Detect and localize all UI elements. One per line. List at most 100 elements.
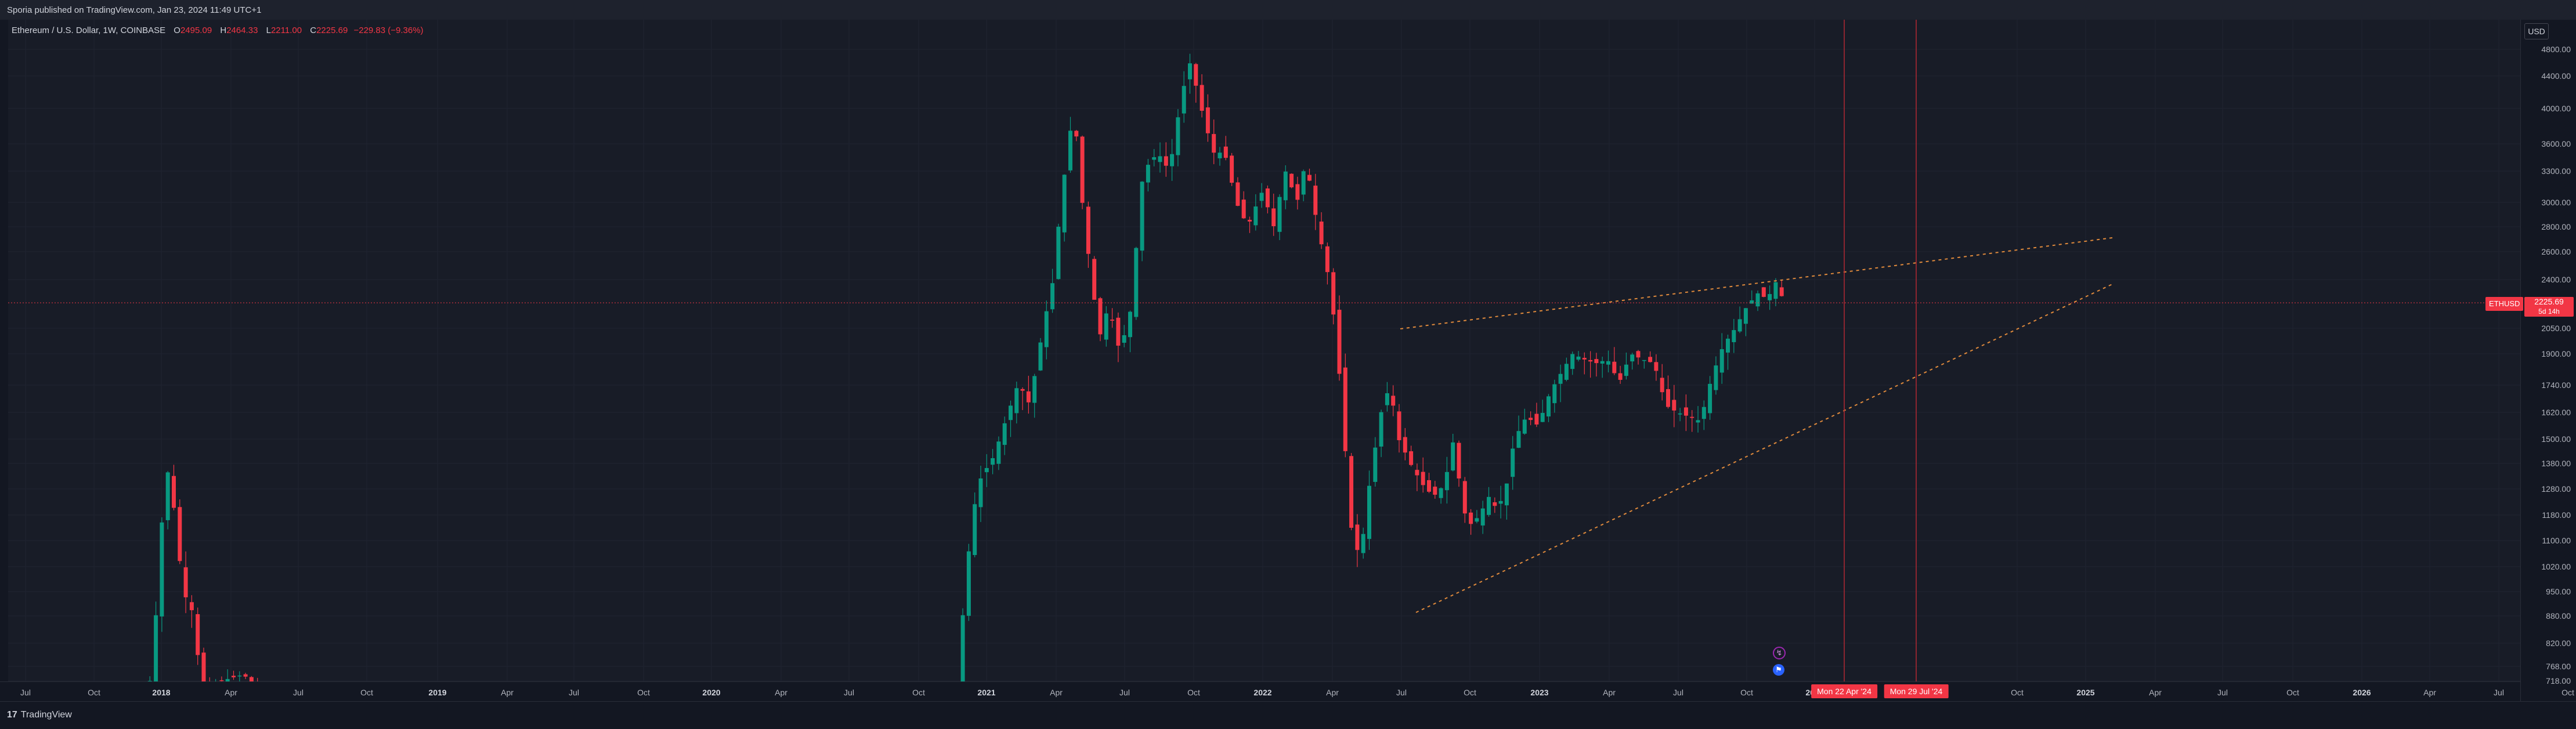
price-tick: 1280.00 xyxy=(2541,484,2571,494)
candle-body xyxy=(1277,197,1282,232)
candle-body xyxy=(1080,136,1085,203)
chart-pane[interactable] xyxy=(8,20,2520,701)
candle-body xyxy=(243,674,248,677)
price-scale[interactable]: 4800.00 4400.00 4000.00 3600.00 3300.00 3000.… xyxy=(2520,20,2576,701)
candle-body xyxy=(1475,518,1479,522)
tradingview-logo[interactable]: 17 TradingView xyxy=(7,710,72,720)
time-scale[interactable]: Jul Oct 2018 Apr Jul Oct 2019 Apr Jul Oct 2020 Apr J… xyxy=(0,681,2574,702)
candle-body xyxy=(1737,319,1742,332)
candle-body xyxy=(1397,411,1401,441)
time-tick: Apr xyxy=(501,688,514,697)
price-tick: 1180.00 xyxy=(2542,510,2571,520)
candle-body xyxy=(1642,360,1646,361)
candle-body xyxy=(1014,388,1019,414)
open-key: O xyxy=(174,26,180,35)
candle-body xyxy=(178,507,182,561)
time-tick: 2020 xyxy=(702,688,721,697)
candle-body xyxy=(1283,171,1288,201)
candle-body xyxy=(1026,391,1031,402)
open-value: 2495.09 xyxy=(180,26,212,35)
candle-body xyxy=(1648,357,1653,362)
candle-body xyxy=(1708,383,1712,414)
candle-body xyxy=(1660,378,1664,393)
price-chart[interactable] xyxy=(0,0,2520,701)
candle-body xyxy=(1719,349,1724,373)
time-tick: Jul xyxy=(293,688,304,697)
price-tick: 2400.00 xyxy=(2541,275,2571,284)
candle-body xyxy=(1050,283,1055,310)
time-tick: 2021 xyxy=(977,688,996,697)
high-value: 2464.33 xyxy=(226,26,258,35)
candle-body xyxy=(1547,396,1551,417)
candle-body xyxy=(1761,287,1766,297)
flag-event-icon[interactable]: ⚑ xyxy=(1773,664,1784,676)
candle-body xyxy=(1313,186,1318,215)
time-tick: 2025 xyxy=(2076,688,2095,697)
candle-body xyxy=(1074,130,1079,137)
candle-body xyxy=(1487,496,1491,515)
candle-body xyxy=(996,441,1001,464)
candle-body xyxy=(189,602,194,611)
price-tick: 4800.00 xyxy=(2541,45,2571,54)
candle-body xyxy=(1253,206,1258,226)
candle-body xyxy=(160,522,164,616)
time-tick: Oct xyxy=(912,688,925,697)
time-tick: Apr xyxy=(2149,688,2162,697)
candle-body xyxy=(1529,418,1533,420)
time-tick: 2023 xyxy=(1530,688,1549,697)
candle-body xyxy=(1217,153,1222,158)
candle-body xyxy=(1307,175,1312,181)
price-tick: 1500.00 xyxy=(2541,434,2571,444)
candle-body xyxy=(1480,508,1485,526)
candle-body xyxy=(1618,373,1623,380)
price-tick: 4000.00 xyxy=(2541,104,2571,113)
candle-body xyxy=(1146,165,1150,183)
currency-button[interactable]: USD xyxy=(2524,23,2549,39)
candle-body xyxy=(1086,206,1090,254)
price-tick: 718.00 xyxy=(2546,676,2571,686)
time-tick: Apr xyxy=(2423,688,2436,697)
candle-body xyxy=(1522,419,1527,434)
time-tick: Oct xyxy=(1740,688,1753,697)
time-tick: Jul xyxy=(20,688,31,697)
candle-body xyxy=(1092,259,1097,300)
symbol-title: Ethereum / U.S. Dollar, 1W, COINBASE xyxy=(12,26,166,35)
candle-body xyxy=(1020,389,1025,391)
time-tick: Oct xyxy=(2286,688,2299,697)
candle-body xyxy=(1439,488,1443,498)
candle-body xyxy=(1235,182,1240,206)
candle-body xyxy=(1002,423,1007,445)
candle-body xyxy=(1421,472,1425,485)
time-tick: Jul xyxy=(2494,688,2504,697)
candle-body xyxy=(1140,182,1144,251)
candle-body xyxy=(172,476,176,508)
time-tick: Apr xyxy=(1603,688,1616,697)
price-tick: 768.00 xyxy=(2546,662,2571,671)
bar-countdown: 5d 14h xyxy=(2538,307,2560,315)
candle-body xyxy=(966,551,971,616)
candle-body xyxy=(1576,356,1581,360)
candle-body xyxy=(219,680,224,681)
candle-body xyxy=(1732,330,1736,342)
candle-body xyxy=(154,615,158,685)
candle-body xyxy=(1726,338,1730,353)
price-tick: 3600.00 xyxy=(2541,139,2571,148)
close-value: 2225.69 xyxy=(316,26,348,35)
candle-body xyxy=(1188,63,1192,79)
symbol-price-tag: ETHUSD xyxy=(2485,297,2524,311)
candle-body xyxy=(1194,64,1198,86)
candle-body xyxy=(978,478,983,507)
brand-name: TradingView xyxy=(20,710,72,720)
candle-body xyxy=(237,675,242,677)
candle-body xyxy=(1379,412,1383,447)
candle-body xyxy=(1433,487,1437,495)
candle-body xyxy=(1768,294,1772,300)
lightning-event-icon[interactable]: ↯ xyxy=(1773,647,1786,659)
symbol-legend[interactable]: Ethereum / U.S. Dollar, 1W, COINBASE O24… xyxy=(12,26,424,35)
candle-body xyxy=(183,567,188,597)
candle-body xyxy=(1540,412,1545,422)
candle-body xyxy=(1552,384,1557,404)
time-tick: Apr xyxy=(775,688,787,697)
time-tick: Jul xyxy=(1119,688,1130,697)
candle-body xyxy=(1534,414,1539,425)
